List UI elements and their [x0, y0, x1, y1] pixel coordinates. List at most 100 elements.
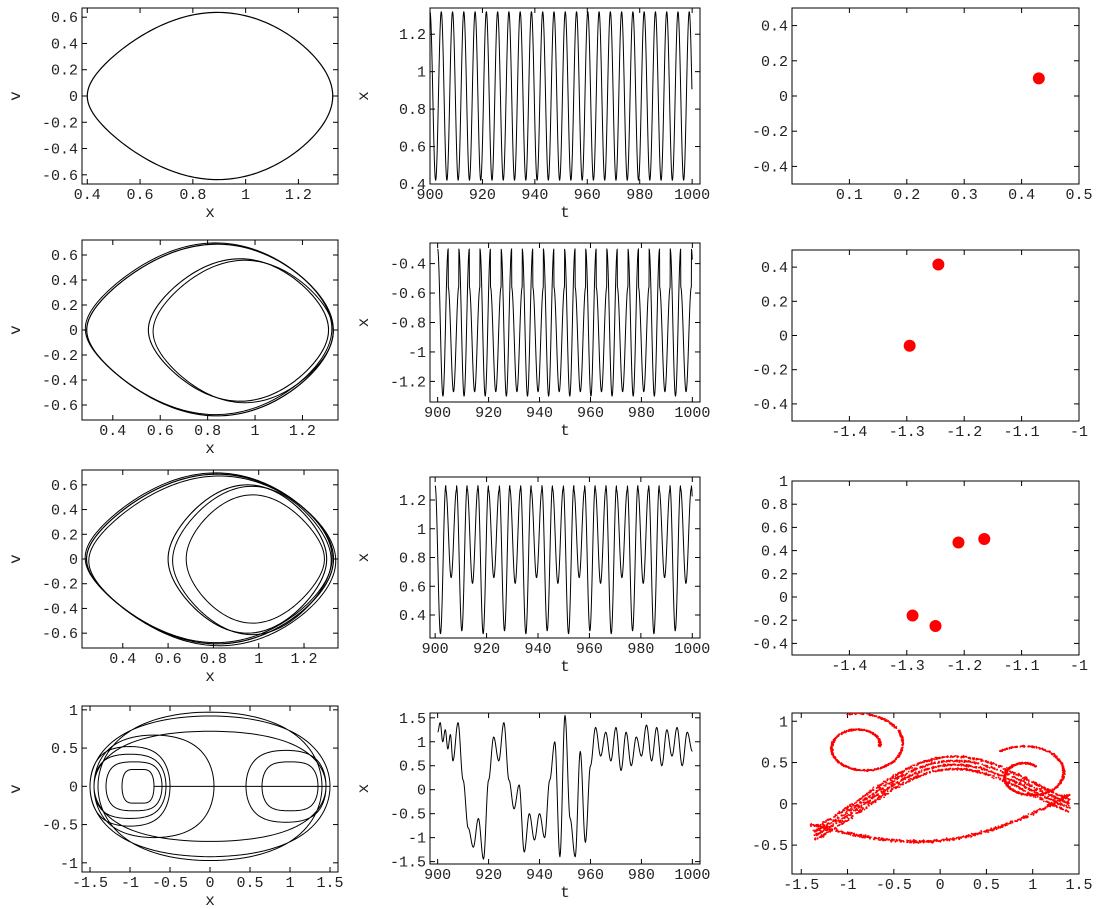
poincare-point	[879, 743, 881, 746]
poincare-point	[841, 831, 844, 834]
poincare-point	[875, 735, 878, 737]
poincare-point	[902, 782, 904, 784]
x-tick-label: 920	[475, 405, 502, 422]
poincare-point	[941, 761, 943, 764]
poincare-point	[878, 716, 881, 718]
poincare-point	[859, 797, 862, 800]
poincare-point	[999, 777, 1001, 780]
poincare-point	[879, 784, 881, 787]
poincare-point	[868, 730, 871, 733]
poincare-point	[897, 754, 899, 757]
y-tick-label: 0.6	[51, 248, 78, 265]
poincare-point	[857, 728, 859, 731]
poincare-point	[952, 763, 954, 766]
poincare-point	[1039, 796, 1041, 799]
poincare-point	[972, 766, 975, 769]
poincare-point	[1035, 747, 1038, 749]
poincare-point	[887, 786, 890, 789]
plot-frame	[791, 7, 1080, 185]
y-tick-label: -0.2	[42, 115, 78, 132]
poincare-point	[820, 836, 822, 839]
poincare-point	[833, 816, 835, 818]
y-tick-label: -0.2	[42, 348, 78, 365]
poincare-point	[830, 748, 832, 750]
poincare-point	[949, 759, 952, 762]
x-tick-label: 0.6	[155, 651, 182, 668]
x-axis-label: t	[560, 884, 570, 902]
poincare-point	[912, 764, 914, 767]
poincare-point	[946, 838, 949, 841]
poincare-point	[843, 817, 845, 819]
poincare-point	[1001, 770, 1004, 773]
poincare-point	[1030, 813, 1033, 816]
poincare-point	[985, 768, 988, 771]
poincare-point	[1041, 747, 1044, 750]
poincare-point	[863, 801, 866, 804]
poincare-point	[941, 768, 944, 771]
poincare-point	[1067, 811, 1070, 813]
poincare-point	[907, 770, 910, 773]
poincare-point	[872, 795, 875, 797]
poincare-point	[1005, 823, 1007, 826]
poincare-point	[854, 768, 857, 771]
poincare-point	[892, 761, 895, 764]
poincare-point	[1013, 773, 1015, 776]
poincare-point	[896, 756, 898, 759]
poincare-point	[967, 764, 969, 766]
poincare-point	[1032, 794, 1034, 797]
poincare-point	[1021, 745, 1024, 748]
poincare-point	[876, 794, 879, 796]
poincare-point	[1038, 747, 1041, 750]
poincare-point	[908, 775, 911, 777]
poincare-point	[919, 766, 922, 769]
poincare-point	[878, 739, 881, 742]
poincare-point	[947, 763, 950, 766]
poincare-point	[1059, 804, 1062, 806]
poincare-point	[832, 823, 835, 825]
orbit-trace	[86, 243, 334, 417]
orbit-trace-inner	[167, 484, 328, 634]
poincare-point	[1068, 793, 1071, 796]
poincare-point	[809, 824, 812, 826]
poincare-point	[1053, 800, 1055, 803]
poincare-point	[939, 769, 942, 772]
poincare-point	[939, 840, 942, 843]
poincare-point	[980, 767, 983, 770]
poincare-point	[920, 840, 923, 842]
poincare-point	[1031, 784, 1033, 787]
poincare-point	[899, 780, 902, 782]
poincare-point	[873, 836, 876, 839]
poincare-point	[1067, 804, 1070, 807]
y-tick-label: -0.2	[752, 363, 788, 380]
poincare-point	[944, 838, 947, 841]
poincare-point	[987, 773, 989, 776]
poincare-point	[961, 836, 964, 838]
poincare-point	[872, 786, 875, 789]
poincare-point	[876, 798, 879, 801]
plot-area	[430, 11, 693, 181]
poincare-point	[1000, 824, 1003, 827]
poincare-point	[1048, 794, 1051, 797]
poincare-point	[956, 769, 959, 771]
poincare-point	[1062, 798, 1065, 801]
poincare-point	[881, 782, 883, 785]
y-tick-label: 0.6	[399, 579, 426, 596]
orbit-trace-inner	[152, 259, 334, 404]
poincare-point	[959, 760, 962, 762]
poincare-point	[883, 788, 885, 791]
poincare-point	[992, 774, 995, 777]
poincare-point	[852, 804, 854, 807]
x-tick-label: 0	[936, 877, 945, 894]
x-tick-label: -1	[121, 875, 139, 892]
x-tick-label: 900	[422, 641, 449, 658]
poincare-point	[886, 788, 889, 790]
poincare-point	[924, 765, 927, 767]
poincare-point	[1021, 784, 1024, 786]
poincare-point	[882, 790, 885, 793]
poincare-point	[898, 754, 901, 757]
y-tick-label: 1.5	[399, 711, 426, 728]
y-tick-label: -0.6	[42, 168, 78, 185]
poincare-point	[854, 802, 856, 805]
poincare-point	[850, 806, 853, 808]
poincare-point	[1064, 797, 1067, 800]
